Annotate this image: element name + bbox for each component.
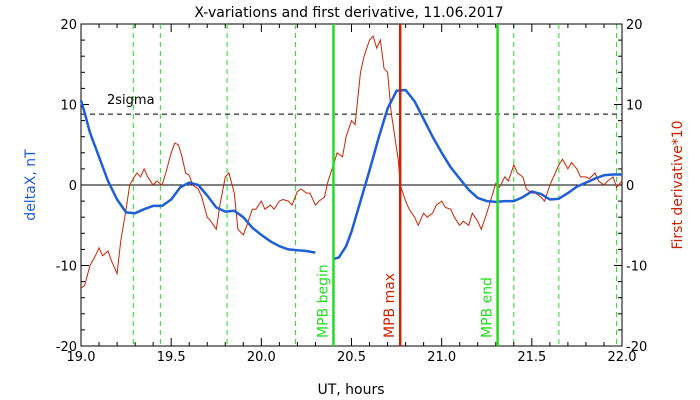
y-axis-title-right: First derivative*10 [670,120,686,249]
y-axis-title-left: deltaX, nT [23,149,39,221]
y-tick-label-left: -10 [56,260,77,275]
marker-label: MPB end [480,277,496,338]
derivative-line [80,35,623,289]
marker-label: MPB begin [315,264,331,338]
x-axis-title: UT, hours [317,382,384,398]
x-tick-label: 22.0 [608,350,637,365]
sigma-label: 2sigma [107,93,155,108]
chart-title: X-variations and first derivative, 11.06… [194,5,503,21]
x-tick-label: 20.0 [247,350,276,365]
y-tick-label-left: 10 [60,99,77,114]
x-tick-label: 20.5 [337,350,366,365]
y-tick-label-right: -10 [626,260,647,275]
y-tick-label-right: -20 [626,340,647,355]
y-tick-label-left: 0 [69,179,77,194]
y-tick-label-left: -20 [56,340,77,355]
y-tick-label-right: 20 [626,18,643,33]
ticks-layer: 19.0 19.5 20.0 20.5 21.0 21.5 22.0-20-1001020-… [56,18,647,365]
markers-layer: MPB begin MPB max MPB end [315,24,499,346]
y-tick-label-right: 10 [626,99,643,114]
y-tick-label-right: 0 [626,179,634,194]
x-tick-label: 19.0 [67,350,96,365]
grid-layer [81,24,622,346]
x-tick-label: 21.0 [427,350,456,365]
series-layer [79,35,623,289]
x-tick-label: 19.5 [157,350,186,365]
y-tick-label-left: 20 [60,18,77,33]
deltax-line [333,88,622,261]
x-tick-label: 21.5 [517,350,546,365]
marker-label: MPB max [382,273,398,338]
deltax-line [79,100,316,254]
